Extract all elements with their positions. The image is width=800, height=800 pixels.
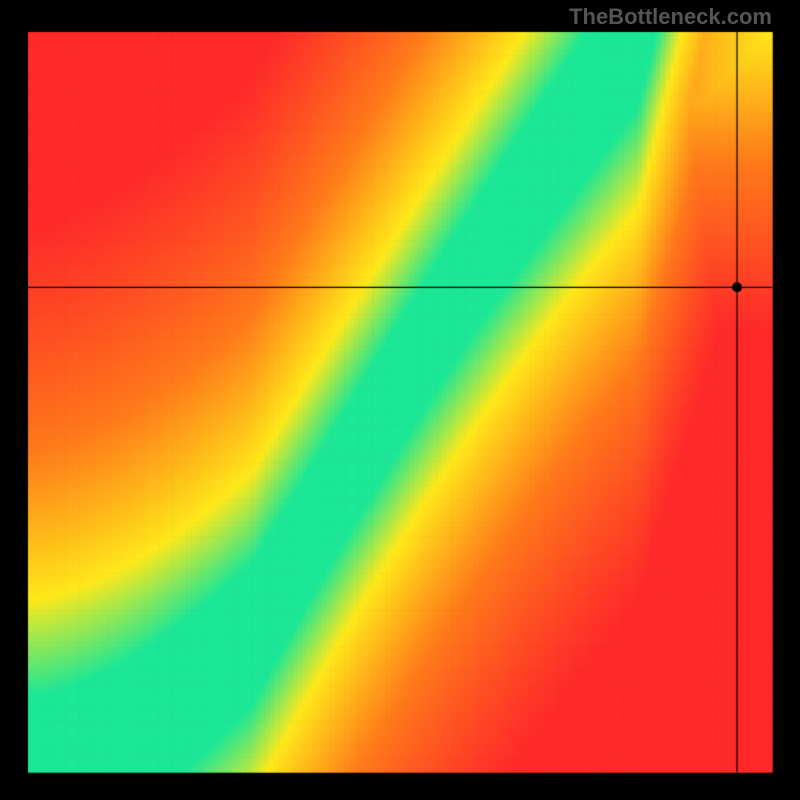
bottleneck-heatmap (0, 0, 800, 800)
watermark-label: TheBottleneck.com (569, 4, 772, 30)
